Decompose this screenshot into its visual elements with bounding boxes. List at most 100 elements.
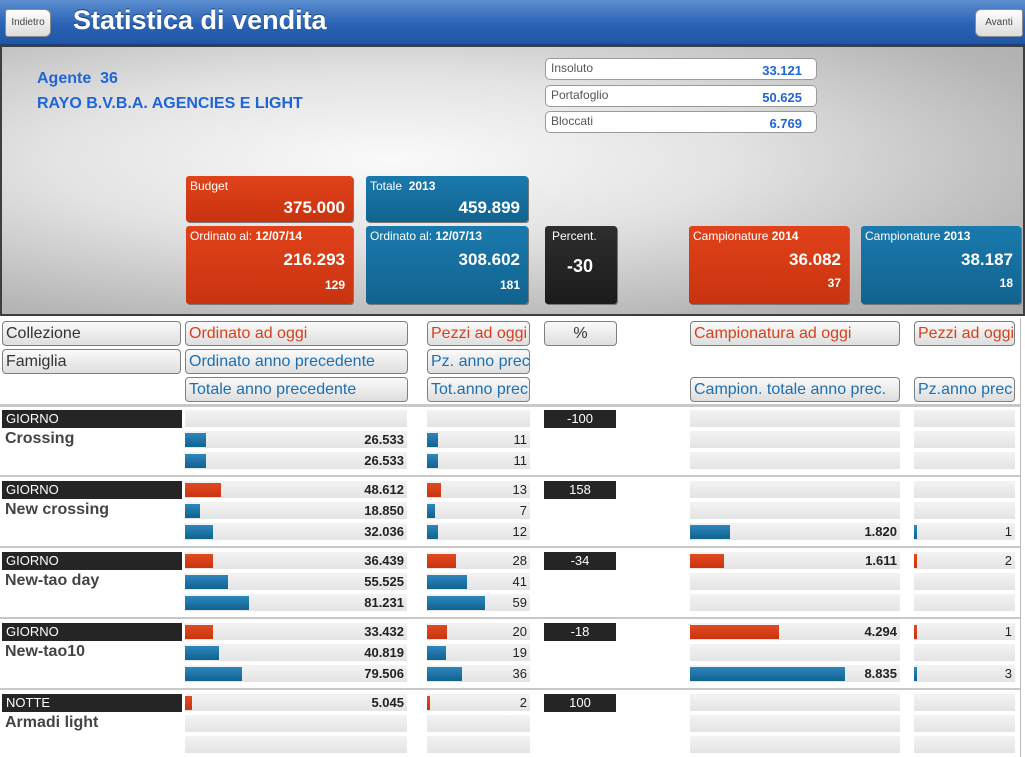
group-divider [0, 688, 1025, 690]
cell-value: 33.432 [364, 624, 404, 639]
cell-value: 26.533 [364, 453, 404, 468]
value-bar [427, 646, 446, 660]
value-bar [185, 596, 249, 610]
value-bar [427, 596, 485, 610]
group-type-label: NOTTE [2, 694, 182, 712]
value-bar [185, 575, 228, 589]
header-pezzi-oggi[interactable]: Pezzi ad oggi [427, 321, 530, 346]
header-famiglia[interactable]: Famiglia [2, 349, 181, 374]
header-totale-prec[interactable]: Totale anno precedente [185, 377, 408, 402]
ordinato-current-label: Ordinato al: 12/07/14 [190, 229, 303, 243]
table-cell: 13 [427, 481, 530, 498]
header-campionatura-tot-prec[interactable]: Campion. totale anno prec. [690, 377, 900, 402]
navigation-bar: Indietro Statistica di vendita Avanti [0, 0, 1025, 45]
balance-value: 50.625 [762, 90, 802, 105]
header-pz-prec[interactable]: Pz. anno prec [427, 349, 530, 374]
group-percent: -100 [544, 410, 616, 428]
group-percent: 158 [544, 481, 616, 499]
header-campionatura-oggi[interactable]: Campionatura ad oggi [690, 321, 900, 346]
value-bar [427, 483, 441, 497]
cell-value: 3 [1004, 666, 1012, 681]
summary-panel: Agente 36 RAYO B.V.B.A. AGENCIES E LIGHT… [0, 45, 1025, 316]
cell-value: 11 [513, 453, 528, 468]
table-cell: 2 [914, 552, 1015, 569]
value-bar [690, 625, 779, 639]
cell-value: 2 [519, 695, 527, 710]
group-name[interactable]: Crossing [5, 430, 75, 447]
table-cell [914, 410, 1015, 427]
cell-value: 7 [519, 503, 527, 518]
group-divider [0, 617, 1025, 619]
value-bar [185, 554, 213, 568]
cell-value: 55.525 [364, 574, 404, 589]
budget-label: Budget [190, 179, 229, 193]
value-bar [185, 525, 213, 539]
totale-box: Totale 2013 459.899 [366, 176, 528, 222]
table-cell: 79.506 [185, 665, 407, 682]
table-cell [427, 410, 530, 427]
table-cell [914, 694, 1015, 711]
header-ordinato-oggi[interactable]: Ordinato ad oggi [185, 321, 408, 346]
cell-value: 59 [512, 595, 527, 610]
group-percent: 100 [544, 694, 616, 712]
cell-value: 81.231 [364, 595, 404, 610]
campionature-current-label: Campionature 2014 [693, 229, 799, 243]
value-bar [914, 667, 917, 681]
table-cell [914, 715, 1015, 732]
header-ordinato-prec[interactable]: Ordinato anno precedente [185, 349, 408, 374]
cell-value: 1 [1004, 624, 1012, 639]
table-cell: 4.294 [690, 623, 900, 640]
table-cell: 33.432 [185, 623, 407, 640]
table-cell: 11 [427, 431, 530, 448]
table-cell [427, 715, 530, 732]
value-bar [427, 433, 438, 447]
balance-value: 33.121 [762, 63, 802, 78]
balance-insoluto: Insoluto 33.121 [545, 58, 817, 80]
value-bar [427, 525, 438, 539]
cell-value: 36.439 [364, 553, 404, 568]
cell-value: 8.835 [864, 666, 897, 681]
value-bar [914, 525, 917, 539]
table-cell: 55.525 [185, 573, 407, 590]
table-cell: 12 [427, 523, 530, 540]
table-cell: 19 [427, 644, 530, 661]
table-cell [914, 481, 1015, 498]
value-bar [427, 696, 430, 710]
table-cell: 32.036 [185, 523, 407, 540]
balance-bloccati: Bloccati 6.769 [545, 111, 817, 133]
table-cell [914, 644, 1015, 661]
cell-value: 12 [512, 524, 527, 539]
table-cell [914, 736, 1015, 753]
table-cell [690, 694, 900, 711]
table-cell: 36.439 [185, 552, 407, 569]
value-bar [427, 625, 447, 639]
value-bar [690, 554, 724, 568]
campionature-prev-count: 18 [999, 276, 1013, 290]
next-button[interactable]: Avanti [975, 9, 1023, 37]
table-cell: 41 [427, 573, 530, 590]
ordinato-prev-value: 308.602 [458, 250, 520, 269]
table-cell [914, 594, 1015, 611]
agent-label: Agente [37, 70, 92, 87]
group-name[interactable]: New-tao day [5, 572, 100, 589]
header-pz-anno-prec-camp[interactable]: Pz.anno prec [914, 377, 1015, 402]
back-button[interactable]: Indietro [5, 9, 51, 37]
table-cell: 20 [427, 623, 530, 640]
group-name[interactable]: New crossing [5, 501, 110, 518]
cell-value: 11 [513, 432, 528, 447]
header-percent[interactable]: % [544, 321, 617, 346]
agent-line: Agente 36 [37, 70, 118, 88]
header-collezione[interactable]: Collezione [2, 321, 181, 346]
table-cell: 36 [427, 665, 530, 682]
group-name[interactable]: Armadi light [5, 714, 99, 731]
table-cell [690, 410, 900, 427]
header-tot-prec[interactable]: Tot.anno prec [427, 377, 530, 402]
table-cell [690, 644, 900, 661]
cell-value: 26.533 [364, 432, 404, 447]
value-bar [185, 433, 206, 447]
table-cell [914, 502, 1015, 519]
table-cell [690, 481, 900, 498]
group-name[interactable]: New-tao10 [5, 643, 86, 660]
header-pezzi-oggi-camp[interactable]: Pezzi ad oggi [914, 321, 1015, 346]
